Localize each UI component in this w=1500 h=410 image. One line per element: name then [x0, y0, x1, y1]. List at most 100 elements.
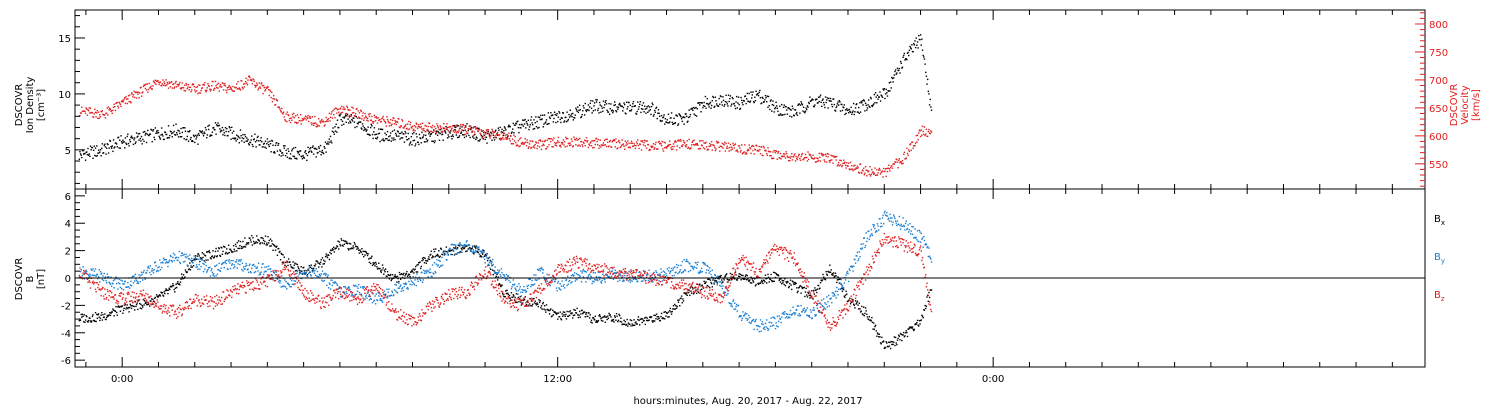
velocity-point: [886, 167, 888, 170]
density-point: [572, 112, 574, 115]
density-point: [449, 132, 451, 134]
velocity-point: [148, 82, 150, 85]
bx-point: [507, 293, 510, 296]
velocity-point: [528, 143, 531, 145]
density-point: [387, 139, 389, 142]
velocity-point: [856, 167, 858, 170]
velocity-point: [917, 138, 919, 141]
bx-point: [443, 250, 445, 252]
velocity-point: [180, 87, 183, 89]
velocity-point: [664, 142, 667, 144]
velocity-point: [233, 90, 235, 92]
bx-point: [671, 310, 673, 313]
density-point: [331, 130, 334, 133]
density-point: [700, 111, 702, 113]
bx-point: [821, 279, 824, 281]
bx-point: [361, 248, 363, 250]
bx-point: [114, 310, 117, 313]
bx-point: [361, 253, 364, 256]
bx-point: [879, 342, 882, 344]
by-point: [197, 258, 200, 261]
velocity-point: [175, 86, 178, 88]
velocity-point: [884, 170, 886, 172]
by-point: [401, 287, 404, 289]
by-point: [515, 288, 517, 291]
density-point: [763, 101, 765, 103]
velocity-point: [503, 138, 505, 140]
velocity-point: [326, 120, 328, 122]
density-point: [380, 128, 382, 131]
velocity-point: [295, 121, 297, 124]
velocity-point: [596, 140, 598, 143]
by-point: [606, 274, 608, 276]
bx-point: [219, 254, 221, 257]
density-point: [820, 101, 822, 103]
density-point: [124, 137, 127, 139]
velocity-point: [617, 147, 619, 149]
velocity-point: [819, 160, 822, 162]
by-point: [201, 259, 204, 261]
bx-point: [139, 307, 141, 309]
bx-point: [219, 255, 222, 257]
velocity-point: [222, 89, 225, 91]
density-point: [159, 138, 162, 140]
by-point: [168, 260, 170, 262]
density-point: [149, 133, 152, 135]
by-point: [490, 261, 492, 263]
density-point: [445, 132, 447, 134]
velocity-point: [204, 89, 207, 92]
bx-point: [520, 304, 523, 306]
density-point: [322, 152, 325, 155]
bx-point: [232, 245, 235, 247]
bx-point: [87, 319, 90, 322]
density-point: [645, 112, 647, 114]
density-point: [896, 72, 898, 74]
velocity-point: [311, 124, 313, 126]
velocity-point: [186, 87, 189, 90]
bx-point: [221, 247, 223, 249]
density-point: [129, 139, 131, 141]
density-point: [341, 120, 344, 123]
bx-point: [700, 288, 703, 291]
by-point: [306, 275, 309, 278]
density-point: [206, 137, 208, 139]
velocity-point: [420, 123, 422, 125]
bx-point: [471, 247, 473, 250]
density-point: [749, 101, 751, 103]
bx-point: [162, 295, 165, 297]
bx-point: [719, 276, 722, 278]
velocity-point: [930, 130, 932, 132]
velocity-point: [896, 161, 899, 163]
density-point: [781, 103, 783, 106]
bx-point: [326, 255, 328, 257]
by-point: [476, 246, 478, 248]
bx-point: [309, 271, 311, 273]
bx-point: [122, 312, 124, 314]
density-point: [671, 121, 673, 124]
bx-point: [560, 319, 563, 321]
velocity-point: [396, 121, 399, 124]
bx-point: [629, 319, 632, 321]
density-point: [821, 99, 824, 101]
by-point: [248, 264, 250, 267]
by-point: [190, 264, 192, 267]
bx-point: [732, 276, 735, 278]
density-point: [764, 94, 767, 97]
density-point: [577, 111, 580, 114]
velocity-point: [515, 145, 518, 147]
density-point: [767, 106, 769, 109]
by-point: [523, 285, 525, 288]
velocity-point: [887, 167, 889, 169]
density-point: [466, 123, 468, 125]
velocity-point: [704, 148, 706, 150]
by-point: [632, 276, 634, 278]
velocity-point: [264, 90, 266, 92]
velocity-point: [627, 146, 630, 149]
bx-point: [690, 292, 693, 294]
by-point: [600, 281, 602, 283]
density-point: [876, 94, 879, 97]
velocity-point: [130, 102, 132, 104]
density-point: [919, 34, 922, 36]
bx-point: [486, 259, 489, 262]
velocity-point: [677, 139, 680, 141]
